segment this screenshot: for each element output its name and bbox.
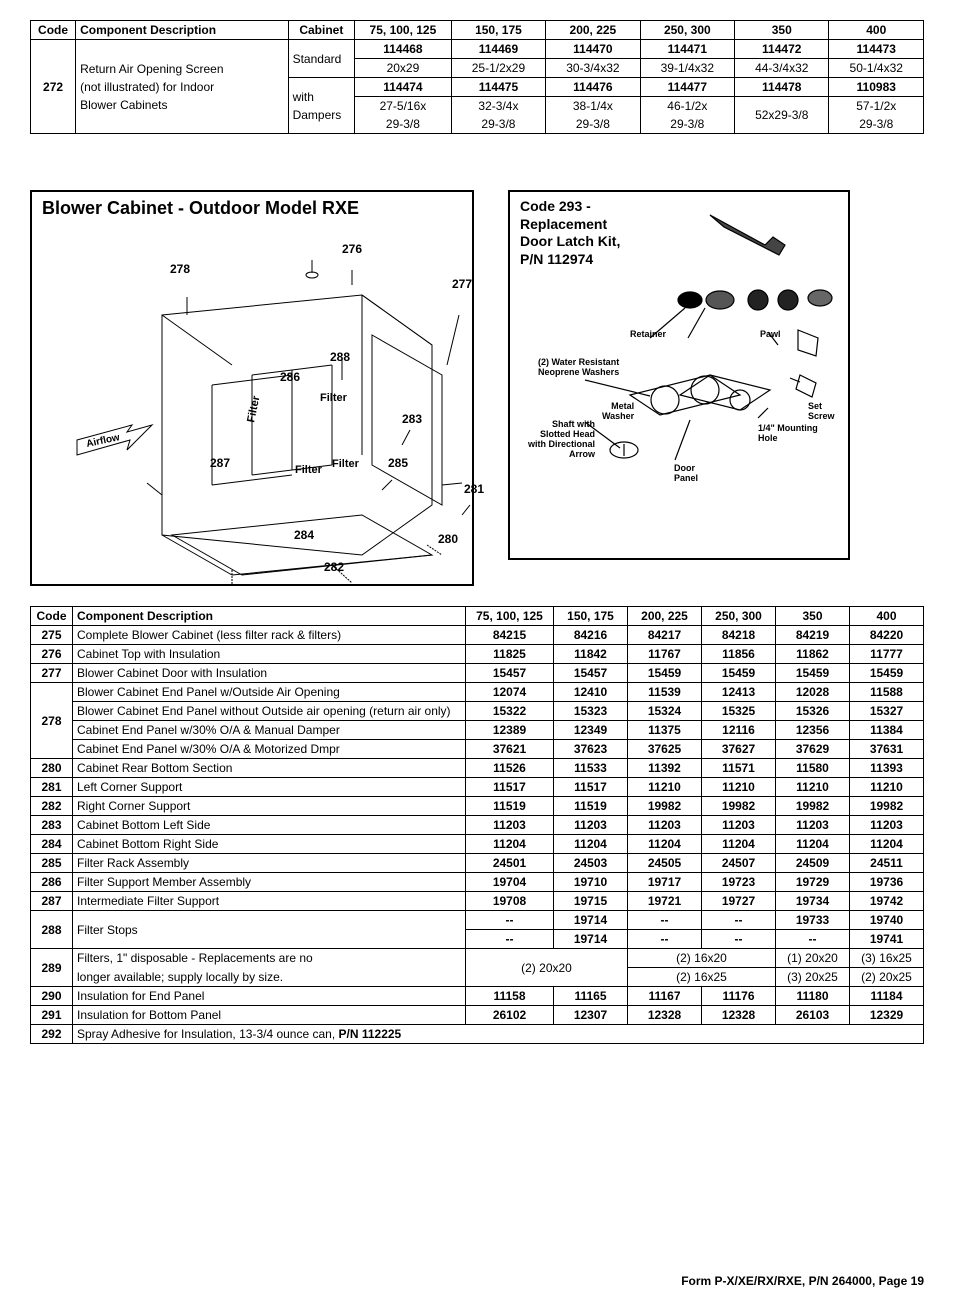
cell-code: 285 [31,854,73,873]
col-s3: 200, 225 [546,21,640,40]
ann-setscrew: SetScrew [808,402,835,422]
top-table: Code Component Description Cabinet 75, 1… [30,20,924,134]
table-row: 291Insulation for Bottom Panel2610212307… [31,1006,924,1025]
table-row: 281Left Corner Support115171151711210112… [31,778,924,797]
ann-washers: (2) Water ResistantNeoprene Washers [538,358,619,378]
table-row: 280Cabinet Rear Bottom Section1152611533… [31,759,924,778]
table-row: 284Cabinet Bottom Right Side112041120411… [31,835,924,854]
col-desc: Component Description [76,21,289,40]
cell-code: 290 [31,987,73,1006]
cell-code: 291 [31,1006,73,1025]
cell-code: 280 [31,759,73,778]
diagram-title: Blower Cabinet - Outdoor Model RXE [42,198,462,219]
table-row: 286Filter Support Member Assembly1970419… [31,873,924,892]
table-row: 292 Spray Adhesive for Insulation, 13-3/… [31,1025,924,1044]
main-table: Code Component Description 75, 100, 125 … [30,606,924,1044]
callout-287: 287 [210,456,230,470]
cell-cab-wd: withDampers [288,78,355,134]
callout-280: 280 [438,532,458,546]
svg-text:Filter: Filter [320,392,348,404]
cell-code: 275 [31,626,73,645]
table-row: 290Insulation for End Panel1115811165111… [31,987,924,1006]
callout-286: 286 [280,370,300,384]
col-cabinet: Cabinet [288,21,355,40]
callout-277: 277 [452,277,472,291]
diagrams-row: Blower Cabinet - Outdoor Model RXE [30,190,924,586]
callout-284: 284 [294,528,314,542]
cell-code: 277 [31,664,73,683]
cell-desc: Return Air Opening Screen (not illustrat… [76,40,289,134]
ann-pawl: Pawl [760,330,781,340]
cell-code: 287 [31,892,73,911]
svg-text:Filter: Filter [295,464,323,476]
callout-282: 282 [324,560,344,574]
ann-mount: 1/4" MountingHole [758,424,818,444]
table-row: 275Complete Blower Cabinet (less filter … [31,626,924,645]
door-latch-diagram: Code 293 - Replacement Door Latch Kit, P… [508,190,850,560]
ann-retainer: Retainer [630,330,666,340]
table-row: 283Cabinet Bottom Left Side1120311203112… [31,816,924,835]
svg-text:Filter: Filter [245,394,262,424]
ann-metal: MetalWasher [602,402,634,422]
col-s4: 250, 300 [640,21,734,40]
cell-code: 284 [31,835,73,854]
callout-281: 281 [464,482,484,496]
table-row: 285Filter Rack Assembly24501245032450524… [31,854,924,873]
table-row: 288 Filter Stops -- 19714 -- -- 19733 19… [31,911,924,930]
cell-code: 281 [31,778,73,797]
table-row: 282Right Corner Support11519115191998219… [31,797,924,816]
table-row: 277Blower Cabinet Door with Insulation15… [31,664,924,683]
table-row: 289 Filters, 1" disposable - Replacement… [31,949,924,968]
cell-code: 272 [31,40,76,134]
table-row: Blower Cabinet End Panel without Outside… [31,702,924,721]
col-s5: 350 [735,21,829,40]
callout-288: 288 [330,350,350,364]
table-row: Code Component Description Cabinet 75, 1… [31,21,924,40]
cell-code: 276 [31,645,73,664]
callout-276: 276 [342,242,362,256]
cell-code: 283 [31,816,73,835]
blower-svg: Airflow Filter Filter Filter Filter [32,225,472,585]
callout-278: 278 [170,262,190,276]
ann-shaft: Shaft withSlotted Head with DirectionalA… [520,420,595,460]
col-code: Code [31,21,76,40]
table-row: Cabinet End Panel w/30% O/A & Motorized … [31,740,924,759]
cell-code: 282 [31,797,73,816]
cell-cab-std: Standard [288,40,355,78]
svg-text:Filter: Filter [332,458,360,470]
table-row: 287Intermediate Filter Support1970819715… [31,892,924,911]
table-row: 278Blower Cabinet End Panel w/Outside Ai… [31,683,924,702]
cell-292: Spray Adhesive for Insulation, 13-3/4 ou… [73,1025,924,1044]
col-s1: 75, 100, 125 [355,21,452,40]
ann-door: DoorPanel [674,464,698,484]
col-s6: 400 [829,21,924,40]
blower-cabinet-diagram: Blower Cabinet - Outdoor Model RXE [30,190,474,586]
callout-283: 283 [402,412,422,426]
callout-285: 285 [388,456,408,470]
table-row: Code Component Description 75, 100, 125 … [31,607,924,626]
cell-code: 286 [31,873,73,892]
table-row: 272 Return Air Opening Screen (not illus… [31,40,924,59]
page-footer: Form P-X/XE/RX/RXE, P/N 264000, Page 19 [30,1274,924,1288]
table-row: Cabinet End Panel w/30% O/A & Manual Dam… [31,721,924,740]
col-s2: 150, 175 [451,21,545,40]
table-row: 276Cabinet Top with Insulation1182511842… [31,645,924,664]
